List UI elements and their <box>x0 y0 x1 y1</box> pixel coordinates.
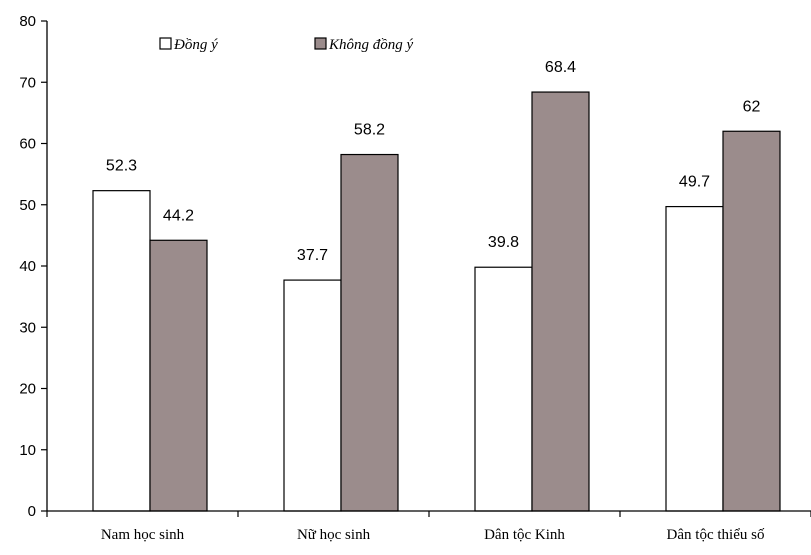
legend-item-khong-dong-y: Không đồng ý <box>315 37 414 53</box>
bar-khong-dong-y <box>532 92 589 511</box>
y-tick-label: 20 <box>19 381 36 398</box>
data-labels: 52.3 37.7 39.8 49.7 44.2 58.2 68.4 62 <box>106 59 761 264</box>
data-label: 49.7 <box>679 174 710 191</box>
y-tick-label: 70 <box>19 74 36 91</box>
bar-dong-y <box>284 280 341 511</box>
bar-dong-y <box>666 207 723 511</box>
data-label: 52.3 <box>106 158 137 175</box>
bar-khong-dong-y <box>723 131 780 511</box>
x-category-labels: Nam học sinh Nữ học sinh Dân tộc Kinh Dân t… <box>101 527 765 543</box>
bar-dong-y <box>93 191 150 511</box>
y-tick-label: 40 <box>19 258 36 275</box>
bars <box>93 92 780 511</box>
x-category-label: Dân tộc thiểu số <box>667 527 765 543</box>
x-category-label: Nam học sinh <box>101 527 185 543</box>
legend-label: Không đồng ý <box>328 37 414 53</box>
data-label: 37.7 <box>297 247 328 264</box>
legend-swatch <box>315 38 326 49</box>
bar-khong-dong-y <box>150 240 207 511</box>
bar-dong-y <box>475 267 532 511</box>
bar-khong-dong-y <box>341 155 398 511</box>
y-tick-label: 10 <box>19 442 36 459</box>
legend-swatch <box>160 38 171 49</box>
y-tick-label: 60 <box>19 136 36 153</box>
y-tick-label: 30 <box>19 319 36 336</box>
data-label: 62 <box>743 98 761 115</box>
y-tick-label: 80 <box>19 13 36 30</box>
y-tick-labels: 0 10 20 30 40 50 60 70 80 <box>19 13 36 520</box>
y-tick-label: 0 <box>28 503 36 520</box>
y-tick-label: 50 <box>19 197 36 214</box>
data-label: 39.8 <box>488 234 519 251</box>
data-label: 58.2 <box>354 122 385 139</box>
x-category-label: Nữ học sinh <box>297 527 371 543</box>
data-label: 68.4 <box>545 59 576 76</box>
legend-label: Đồng ý <box>173 37 218 53</box>
legend-item-dong-y: Đồng ý <box>160 37 218 53</box>
x-category-label: Dân tộc Kinh <box>484 527 565 543</box>
legend: Đồng ý Không đồng ý <box>160 37 414 53</box>
data-label: 44.2 <box>163 207 194 224</box>
